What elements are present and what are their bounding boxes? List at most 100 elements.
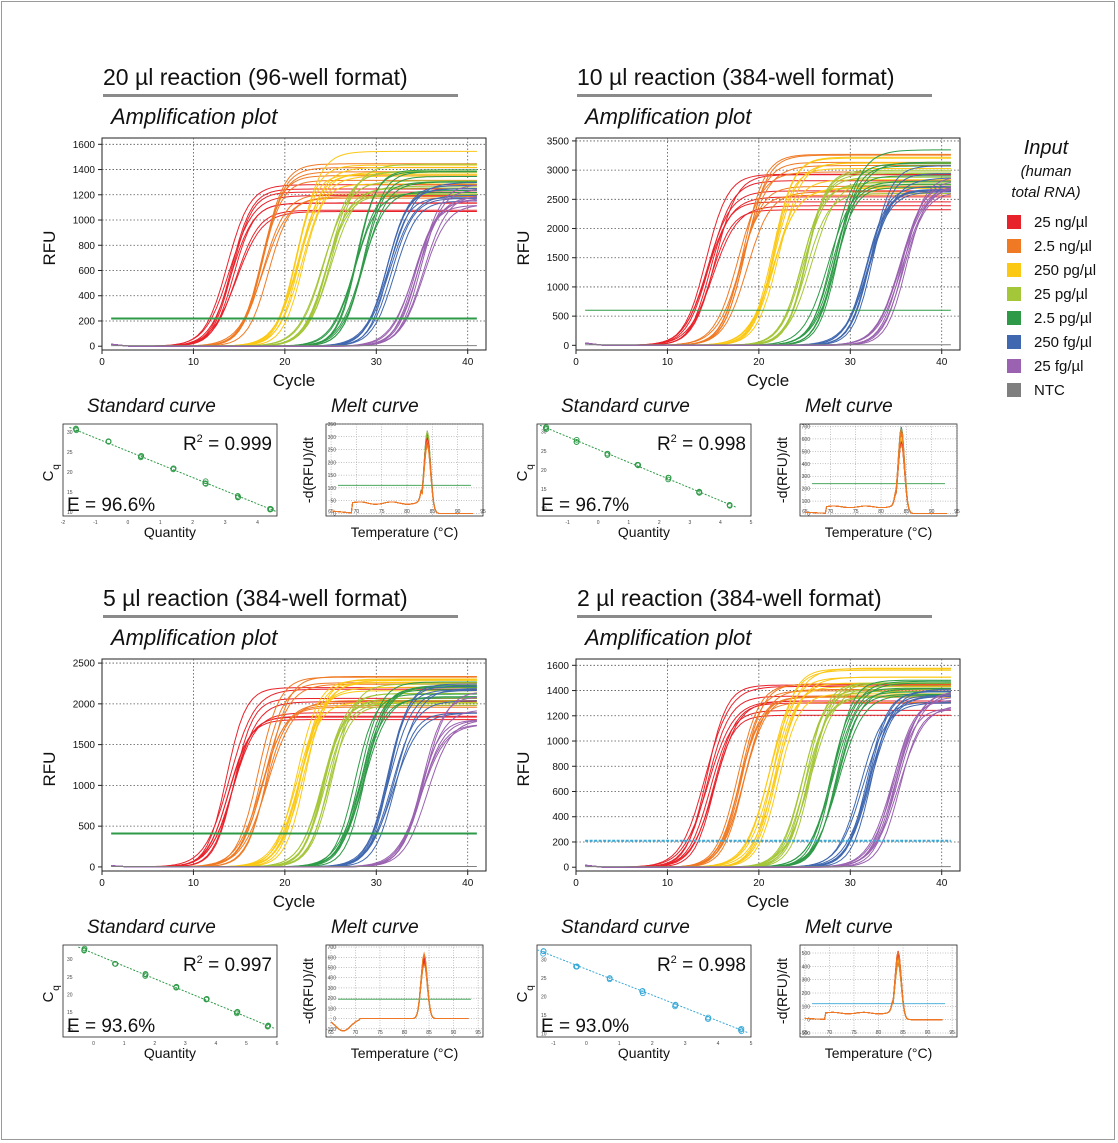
x-tick-label: 4	[256, 520, 259, 526]
x-tick-label: 3	[684, 1041, 687, 1047]
y-tick-label: 700	[802, 424, 811, 430]
y-tick-label: 300	[328, 986, 337, 992]
data-point	[573, 963, 579, 970]
y-tick-label: 1400	[73, 165, 96, 176]
y-tick-label: 3500	[547, 136, 570, 147]
legend-label: 25 fg/µl	[1034, 358, 1084, 375]
x-tick-label: 1	[618, 1041, 621, 1047]
y-axis-label: C	[40, 991, 57, 1002]
standard-curve-title: Standard curve	[561, 396, 690, 417]
y-axis-label: -d(RFU)/dt	[300, 958, 316, 1024]
x-tick-label: 90	[455, 509, 461, 515]
y-axis-label: RFU	[514, 752, 533, 787]
x-tick-label: 75	[851, 1030, 857, 1036]
amplification-plot-title: Amplification plot	[583, 625, 752, 650]
y-tick-label: 0	[807, 1018, 810, 1024]
y-tick-label: 30	[541, 430, 547, 436]
x-tick-label: 1	[159, 520, 162, 526]
regression-line	[78, 946, 275, 1029]
standard-curve: -1 0 1 2 3 4 5 10 15 20 25 30 R2 = 0.998 E = 93.0% Qua…	[514, 944, 753, 1061]
r-squared-label: R2 = 0.997	[183, 954, 272, 976]
x-axis-label: Quantity	[144, 1045, 196, 1061]
y-tick-label: 30	[67, 430, 73, 436]
y-tick-label: 200	[552, 837, 569, 848]
y-tick-label: 350	[328, 422, 337, 428]
y-axis-label: -d(RFU)/dt	[774, 958, 790, 1024]
y-tick-label: 1600	[547, 661, 570, 672]
y-tick-label: 800	[552, 762, 569, 773]
y-tick-label: 20	[541, 468, 547, 474]
melt-curve-title: Melt curve	[805, 396, 893, 417]
y-tick-label: 500	[802, 449, 811, 455]
melt-curve-title: Melt curve	[805, 917, 893, 938]
x-axis-label: Temperature (°C)	[351, 1045, 459, 1061]
x-axis-label: Temperature (°C)	[825, 1045, 933, 1061]
amplification-plot-title: Amplification plot	[109, 104, 278, 129]
legend-swatch	[1007, 215, 1021, 229]
panel-title: 10 µl reaction (384-well format)	[577, 64, 895, 90]
x-tick-label: 80	[402, 1030, 408, 1036]
amplification-plot-title: Amplification plot	[109, 625, 278, 650]
x-tick-label: 70	[827, 1030, 833, 1036]
melt-series-line	[330, 951, 469, 1032]
data-point	[604, 450, 611, 457]
x-tick-label: 0	[126, 520, 129, 526]
data-point	[202, 478, 209, 485]
y-axis-label: C	[514, 470, 531, 481]
legend-label: 2.5 ng/µl	[1034, 238, 1092, 255]
melt-curve: 65 70 75 80 85 90 950100200300400500600700Temp…	[774, 423, 960, 540]
panel-3: 5 µl reaction (384-well format) Amplifica…	[40, 585, 487, 1061]
x-tick-label: 2	[191, 520, 194, 526]
y-axis-label: -d(RFU)/dt	[774, 437, 790, 503]
standard-curve: 0 1 2 3 4 5 6 10 15 20 25 30 R2 = 0.997 E = 93.6% Quan…	[40, 944, 279, 1061]
y-tick-label: 600	[802, 437, 811, 443]
y-tick-label: 0	[89, 342, 95, 353]
x-tick-label: -1	[93, 520, 98, 526]
amplification-plot: 0 10 20 30 4002004006008001000120014001600Cy…	[514, 658, 961, 911]
y-tick-label: 25	[67, 450, 73, 456]
data-point	[264, 1023, 271, 1030]
y-axis-label: RFU	[514, 231, 533, 266]
x-tick-label: 3	[184, 1041, 187, 1047]
data-point	[639, 990, 646, 997]
y-tick-label: 200	[328, 996, 337, 1002]
x-tick-label: 5	[245, 1041, 248, 1047]
x-tick-label: 40	[936, 357, 948, 368]
x-axis-label: Temperature (°C)	[825, 524, 933, 540]
x-axis-label: Quantity	[144, 524, 196, 540]
panel-4: 2 µl reaction (384-well format) Amplifica…	[514, 585, 961, 1061]
data-point	[235, 494, 241, 501]
amplification-plot: 0 10 20 30 40 0 500 1000 1500 2000 2500 Cycle RFU	[40, 658, 487, 911]
legend-swatch	[1007, 287, 1021, 301]
panel-title-rule	[103, 615, 458, 618]
legend-label: 25 ng/µl	[1034, 214, 1088, 231]
data-point	[573, 439, 580, 445]
y-tick-label: 1000	[73, 781, 96, 792]
x-tick-label: 95	[954, 509, 960, 515]
y-tick-label: 200	[802, 991, 811, 997]
amplification-plot: 0 10 20 30 40 0 500 1000 1500 2000 2500 3000 3500 Cyc…	[514, 136, 961, 390]
y-tick-label: 50	[330, 499, 336, 505]
panel-title-rule	[103, 94, 458, 97]
y-axis-label: RFU	[40, 231, 59, 266]
x-tick-label: -2	[61, 520, 66, 526]
x-tick-label: 75	[853, 509, 859, 515]
data-point	[543, 426, 550, 432]
x-tick-label: 30	[845, 878, 857, 889]
x-tick-label: 90	[929, 509, 935, 515]
data-point	[726, 502, 733, 508]
melt-series-line	[804, 951, 943, 1021]
x-tick-label: 80	[876, 1030, 882, 1036]
legend: Input (human total RNA) 25 ng/µl 2.5 ng/µl 25…	[1007, 137, 1096, 399]
y-tick-label: 20	[541, 995, 547, 1001]
legend-label: NTC	[1034, 382, 1065, 399]
y-tick-label: 500	[802, 951, 811, 957]
x-tick-label: 10	[662, 357, 674, 368]
x-tick-label: 20	[279, 878, 291, 889]
x-tick-label: 1	[123, 1041, 126, 1047]
data-point	[540, 948, 547, 955]
legend-title: Input	[1024, 137, 1070, 159]
melt-series-line	[805, 443, 947, 514]
legend-swatch	[1007, 335, 1021, 349]
y-tick-label: 1000	[547, 282, 570, 293]
